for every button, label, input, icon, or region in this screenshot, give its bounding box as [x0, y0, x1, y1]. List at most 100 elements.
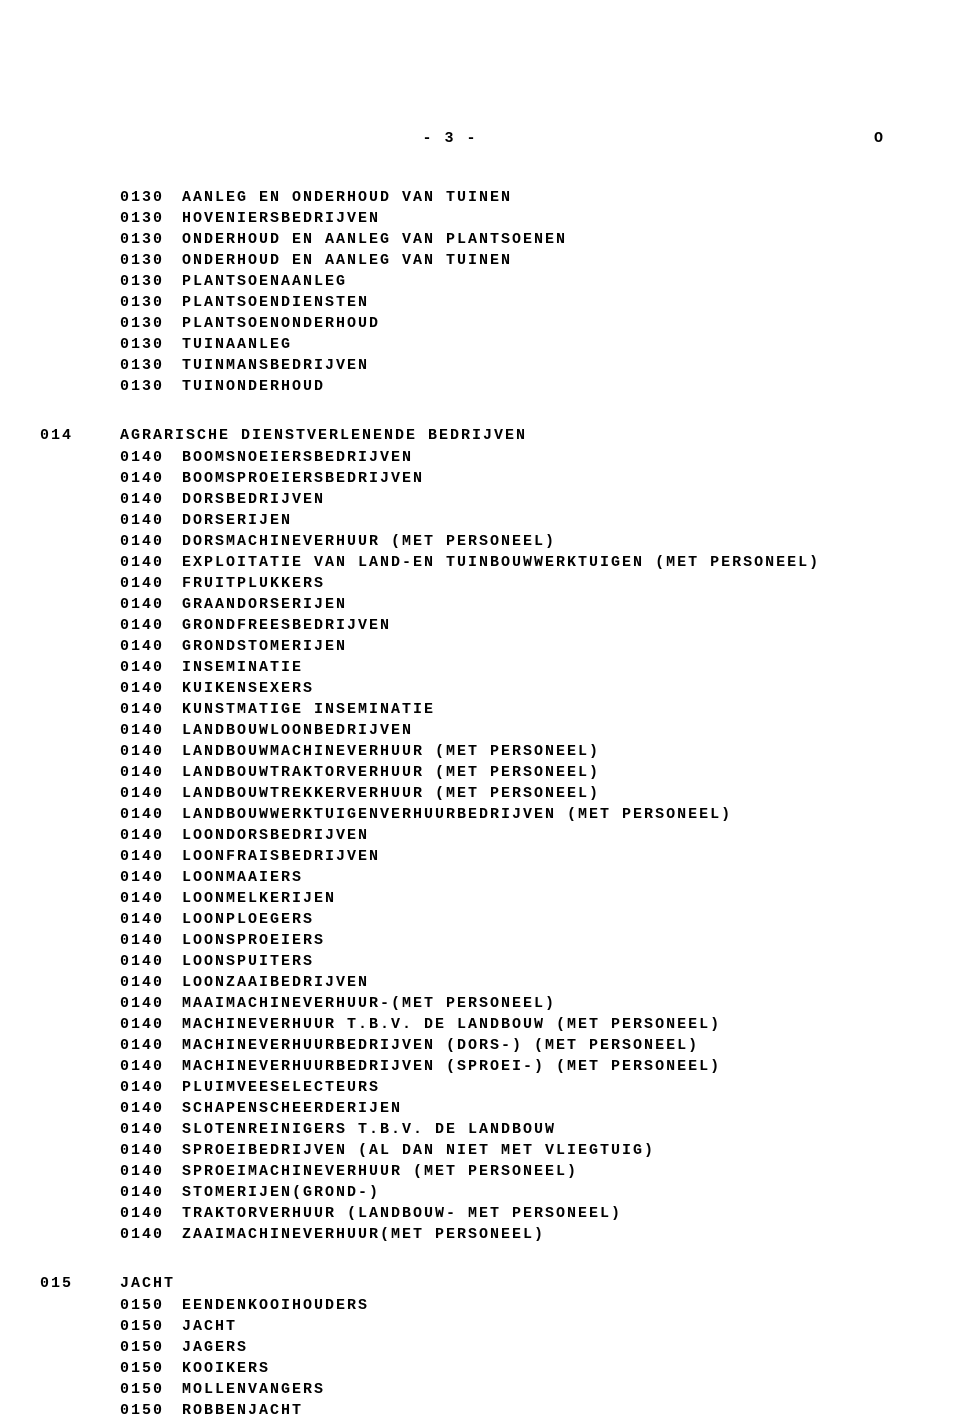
item-text: SCHAPENSCHEERDERIJEN [182, 1098, 960, 1119]
item-text: TRAKTORVERHUUR (LANDBOUW- MET PERSONEEL) [182, 1203, 960, 1224]
item-text: BOOMSNOEIERSBEDRIJVEN [182, 447, 960, 468]
list-item: 0130HOVENIERSBEDRIJVEN [40, 208, 960, 229]
item-code: 0140 [120, 930, 182, 951]
list-item: 0140LOONSPROEIERS [40, 930, 960, 951]
item-text: LOONMELKERIJEN [182, 888, 960, 909]
list-item: 0130ONDERHOUD EN AANLEG VAN TUINEN [40, 250, 960, 271]
item-code: 0140 [120, 825, 182, 846]
list-item: 0140MAAIMACHINEVERHUUR-(MET PERSONEEL) [40, 993, 960, 1014]
section: 015JACHT0150EENDENKOOIHOUDERS0150JACHT01… [40, 1275, 960, 1421]
item-text: GRAANDORSERIJEN [182, 594, 960, 615]
item-text: LANDBOUWWERKTUIGENVERHUURBEDRIJVEN (MET … [182, 804, 960, 825]
list-item: 0130PLANTSOENONDERHOUD [40, 313, 960, 334]
item-code: 0140 [120, 1077, 182, 1098]
item-text: DORSMACHINEVERHUUR (MET PERSONEEL) [182, 531, 960, 552]
list-item: 0140STOMERIJEN(GROND-) [40, 1182, 960, 1203]
item-text: GRONDSTOMERIJEN [182, 636, 960, 657]
item-code: 0140 [120, 1098, 182, 1119]
item-code: 0140 [120, 531, 182, 552]
item-text: HOVENIERSBEDRIJVEN [182, 208, 960, 229]
item-text: LANDBOUWLOONBEDRIJVEN [182, 720, 960, 741]
item-text: MACHINEVERHUURBEDRIJVEN (DORS-) (MET PER… [182, 1035, 960, 1056]
item-text: LOONSPROEIERS [182, 930, 960, 951]
item-text: JAGERS [182, 1337, 960, 1358]
item-code: 0140 [120, 636, 182, 657]
item-code: 0140 [120, 951, 182, 972]
item-code: 0140 [120, 510, 182, 531]
section-code: 015 [40, 1275, 120, 1292]
item-code: 0130 [120, 229, 182, 250]
item-text: ONDERHOUD EN AANLEG VAN TUINEN [182, 250, 960, 271]
list-item: 0140SPROEIBEDRIJVEN (AL DAN NIET MET VLI… [40, 1140, 960, 1161]
list-item: 0140EXPLOITATIE VAN LAND-EN TUINBOUWWERK… [40, 552, 960, 573]
list-item: 0150MOLLENVANGERS [40, 1379, 960, 1400]
list-item: 0130ONDERHOUD EN AANLEG VAN PLANTSOENEN [40, 229, 960, 250]
item-text: ZAAIMACHINEVERHUUR(MET PERSONEEL) [182, 1224, 960, 1245]
item-code: 0140 [120, 468, 182, 489]
list-item: 0150KOOIKERS [40, 1358, 960, 1379]
item-text: ROBBENJACHT [182, 1400, 960, 1421]
item-code: 0150 [120, 1358, 182, 1379]
item-code: 0140 [120, 678, 182, 699]
sections-container: 014AGRARISCHE DIENSTVERLENENDE BEDRIJVEN… [40, 427, 960, 1421]
item-text: TUINAANLEG [182, 334, 960, 355]
list-item: 0140KUIKENSEXERS [40, 678, 960, 699]
item-text: LANDBOUWTREKKERVERHUUR (MET PERSONEEL) [182, 783, 960, 804]
item-text: KOOIKERS [182, 1358, 960, 1379]
item-code: 0150 [120, 1379, 182, 1400]
item-text: MACHINEVERHUURBEDRIJVEN (SPROEI-) (MET P… [182, 1056, 960, 1077]
item-text: EXPLOITATIE VAN LAND-EN TUINBOUWWERKTUIG… [182, 552, 960, 573]
item-code: 0130 [120, 208, 182, 229]
item-code: 0140 [120, 1119, 182, 1140]
item-text: STOMERIJEN(GROND-) [182, 1182, 960, 1203]
item-code: 0140 [120, 972, 182, 993]
list-item: 0140DORSBEDRIJVEN [40, 489, 960, 510]
item-code: 0140 [120, 783, 182, 804]
item-code: 0130 [120, 313, 182, 334]
list-item: 0140GRONDSTOMERIJEN [40, 636, 960, 657]
list-item: 0140SPROEIMACHINEVERHUUR (MET PERSONEEL) [40, 1161, 960, 1182]
item-text: PLUIMVEESELECTEURS [182, 1077, 960, 1098]
list-item: 0130AANLEG EN ONDERHOUD VAN TUINEN [40, 187, 960, 208]
section-code: 014 [40, 427, 120, 444]
item-code: 0130 [120, 271, 182, 292]
list-item: 0140MACHINEVERHUURBEDRIJVEN (SPROEI-) (M… [40, 1056, 960, 1077]
list-item: 0130PLANTSOENAANLEG [40, 271, 960, 292]
item-text: PLANTSOENDIENSTEN [182, 292, 960, 313]
list-item: 0140LANDBOUWTRAKTORVERHUUR (MET PERSONEE… [40, 762, 960, 783]
item-code: 0140 [120, 1140, 182, 1161]
item-code: 0140 [120, 657, 182, 678]
item-text: DORSERIJEN [182, 510, 960, 531]
item-text: INSEMINATIE [182, 657, 960, 678]
section-header: 014AGRARISCHE DIENSTVERLENENDE BEDRIJVEN [40, 427, 960, 444]
item-code: 0140 [120, 594, 182, 615]
item-text: LANDBOUWMACHINEVERHUUR (MET PERSONEEL) [182, 741, 960, 762]
item-code: 0140 [120, 1056, 182, 1077]
item-text: LANDBOUWTRAKTORVERHUUR (MET PERSONEEL) [182, 762, 960, 783]
item-code: 0140 [120, 909, 182, 930]
list-item: 0150ROBBENJACHT [40, 1400, 960, 1421]
item-text: SPROEIMACHINEVERHUUR (MET PERSONEEL) [182, 1161, 960, 1182]
list-item: 0130TUINMANSBEDRIJVEN [40, 355, 960, 376]
list-item: 0140LOONZAAIBEDRIJVEN [40, 972, 960, 993]
list-item: 0140DORSERIJEN [40, 510, 960, 531]
item-text: LOONDORSBEDRIJVEN [182, 825, 960, 846]
item-code: 0130 [120, 376, 182, 397]
item-code: 0150 [120, 1295, 182, 1316]
item-text: LOONPLOEGERS [182, 909, 960, 930]
item-code: 0140 [120, 1161, 182, 1182]
item-text: SLOTENREINIGERS T.B.V. DE LANDBOUW [182, 1119, 960, 1140]
item-text: PLANTSOENONDERHOUD [182, 313, 960, 334]
item-code: 0150 [120, 1337, 182, 1358]
list-item: 0140LOONFRAISBEDRIJVEN [40, 846, 960, 867]
item-text: LOONZAAIBEDRIJVEN [182, 972, 960, 993]
list-item: 0140LOONDORSBEDRIJVEN [40, 825, 960, 846]
list-item: 0140SLOTENREINIGERS T.B.V. DE LANDBOUW [40, 1119, 960, 1140]
item-code: 0130 [120, 334, 182, 355]
list-item: 0140LOONMELKERIJEN [40, 888, 960, 909]
list-item: 0140ZAAIMACHINEVERHUUR(MET PERSONEEL) [40, 1224, 960, 1245]
item-code: 0140 [120, 993, 182, 1014]
item-text: LOONFRAISBEDRIJVEN [182, 846, 960, 867]
item-text: FRUITPLUKKERS [182, 573, 960, 594]
item-text: BOOMSPROEIERSBEDRIJVEN [182, 468, 960, 489]
